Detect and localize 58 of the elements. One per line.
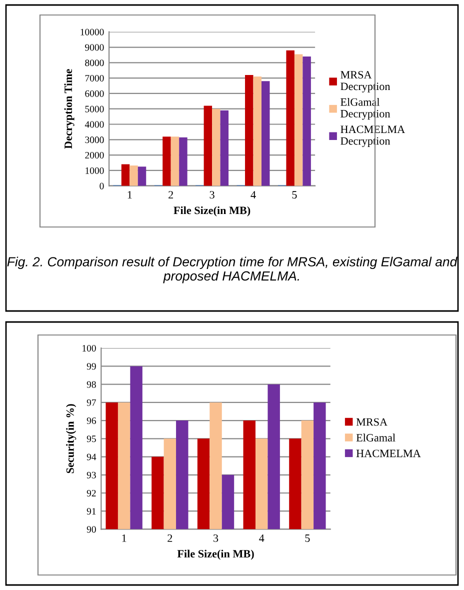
bar	[220, 110, 229, 186]
x-tick-label: 5	[292, 191, 297, 199]
y-tick-label: 9000	[85, 44, 104, 51]
y-tick-label: 96	[86, 417, 96, 424]
bar	[179, 137, 188, 186]
caption: Fig. 2. Comparison result of Decryption time for MRSA, existing ElGamal and proposed HACMELMA.	[7, 256, 458, 284]
bar	[170, 136, 180, 186]
legend-label: HACMELMA	[356, 450, 421, 458]
bar	[204, 106, 212, 186]
bar	[212, 108, 220, 186]
x-tick-label: 4	[259, 534, 264, 542]
y-tick-label: 8000	[85, 60, 104, 66]
bar	[294, 54, 303, 186]
bar	[286, 50, 294, 186]
bar	[162, 136, 171, 186]
legend-label: ElGamal Decryption	[340, 98, 390, 120]
x-tick-label: 1	[122, 534, 126, 542]
y-axis-title: Decryption Time	[64, 69, 74, 149]
y-tick-label: 94	[86, 454, 96, 460]
bar	[138, 166, 146, 186]
x-tick-label: 3	[214, 534, 218, 542]
y-tick-label: 3000	[85, 136, 104, 144]
y-tick-label: 5000	[85, 106, 104, 112]
x-tick-label: 4	[250, 191, 256, 198]
x-tick-label: 2	[168, 534, 172, 542]
y-tick-label: 100	[82, 345, 96, 352]
y-tick-label: 90	[86, 526, 96, 533]
y-tick-label: 97	[86, 399, 96, 406]
x-tick-label: 2	[168, 191, 174, 198]
bar	[302, 56, 311, 186]
legend-label: ElGamal	[356, 434, 396, 442]
x-tick-label: 1	[128, 191, 132, 198]
y-tick-label: 4000	[84, 121, 104, 128]
bar	[253, 76, 262, 186]
x-tick-label: 5	[305, 534, 310, 542]
y-axis-title: Security(in %)	[66, 404, 76, 474]
bar	[245, 74, 254, 186]
y-tick-label: 1000	[86, 167, 104, 174]
y-tick-label: 91	[86, 508, 96, 515]
y-tick-label: 2000	[85, 152, 104, 159]
y-tick-label: 99	[86, 363, 96, 370]
legend-label: HACMELMA Decryption	[340, 126, 406, 147]
y-tick-label: 7000	[85, 74, 104, 82]
x-axis-title: File Size(in MB)	[174, 206, 250, 216]
legend-label: MRSA	[356, 418, 388, 426]
y-tick-label: 0	[100, 182, 104, 190]
y-tick-label: 92	[86, 490, 96, 496]
y-tick-label: 95	[86, 436, 96, 442]
bar	[121, 164, 130, 186]
y-tick-label: 98	[86, 381, 96, 388]
x-axis-title: File Size(in MB)	[177, 550, 254, 560]
y-tick-label: 93	[86, 472, 96, 478]
legend-label: MRSA Decryption	[340, 71, 390, 92]
y-tick-label: 10000	[80, 28, 104, 36]
y-tick-label: 6000	[85, 90, 104, 97]
bar	[130, 166, 138, 186]
bar	[261, 81, 270, 186]
x-tick-label: 3	[210, 191, 214, 199]
